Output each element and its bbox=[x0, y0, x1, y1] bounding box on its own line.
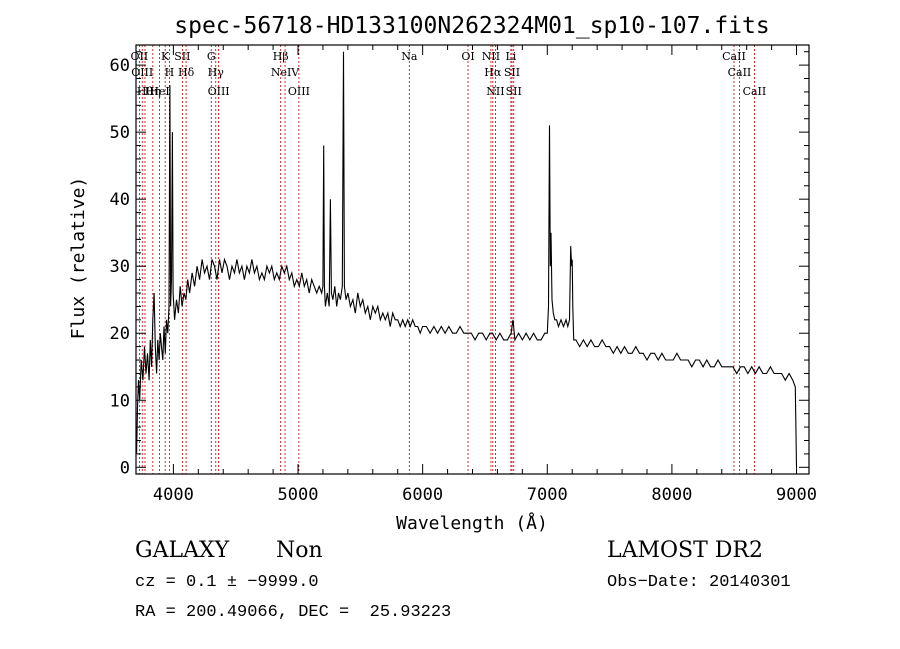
line-label-20: Li bbox=[505, 50, 516, 63]
y-tick-label-3: 30 bbox=[110, 257, 130, 277]
line-label-14: OIII bbox=[288, 85, 310, 98]
line-label-0: OII bbox=[131, 50, 149, 63]
redshift-readout: cz = 0.1 ± −9999.0 bbox=[135, 573, 319, 592]
x-tick-label-5: 9000 bbox=[776, 485, 817, 505]
line-label-19: NII bbox=[486, 85, 504, 98]
y-tick-label-6: 60 bbox=[110, 56, 130, 76]
line-label-7: SII bbox=[174, 50, 190, 63]
y-axis-label: Flux (relative) bbox=[68, 177, 89, 340]
y-tick-label-2: 20 bbox=[110, 324, 130, 344]
y-tick-label-4: 40 bbox=[110, 190, 130, 210]
spectrum-series-line bbox=[136, 51, 798, 468]
line-label-12: Hβ bbox=[273, 50, 289, 63]
line-label-16: OI bbox=[461, 50, 474, 63]
line-label-13: NeIV bbox=[271, 66, 300, 79]
line-label-25: CaII bbox=[743, 85, 767, 98]
x-axis-ticks: 4000 5000 6000 7000 8000 9000 bbox=[153, 45, 817, 505]
x-tick-label-0: 4000 bbox=[153, 485, 194, 505]
x-tick-label-1: 5000 bbox=[278, 485, 319, 505]
object-class: GALAXY bbox=[135, 538, 230, 563]
object-subclass: Non bbox=[276, 538, 323, 563]
line-label-6: H bbox=[165, 66, 175, 79]
line-label-22: SII bbox=[506, 85, 522, 98]
line-label-1: OIII bbox=[131, 66, 153, 79]
x-tick-label-2: 6000 bbox=[402, 485, 443, 505]
line-label-10: Hγ bbox=[208, 66, 225, 79]
line-label-18: Hα bbox=[484, 66, 502, 79]
survey-name: LAMOST DR2 bbox=[607, 538, 763, 563]
line-label-15: Na bbox=[401, 50, 418, 63]
line-label-3: Hη bbox=[145, 85, 161, 98]
line-label-11: OIII bbox=[208, 85, 230, 98]
line-label-24: CaII bbox=[728, 66, 752, 79]
x-tick-label-3: 7000 bbox=[527, 485, 568, 505]
line-label-23: CaII bbox=[722, 50, 746, 63]
line-label-2: Hθ bbox=[137, 85, 154, 98]
x-tick-label-4: 8000 bbox=[651, 485, 692, 505]
y-tick-label-1: 10 bbox=[110, 391, 130, 411]
obs-date: Obs−Date: 20140301 bbox=[607, 573, 791, 592]
line-label-8: Hδ bbox=[178, 66, 195, 79]
x-axis-label: Wavelength (Å) bbox=[396, 512, 548, 534]
line-label-5: K bbox=[161, 50, 170, 63]
chart-title: spec-56718-HD133100N262324M01_sp10-107.f… bbox=[174, 13, 769, 39]
coordinates: RA = 200.49066, DEC = 25.93223 bbox=[135, 603, 452, 622]
y-tick-label-0: 0 bbox=[120, 458, 130, 478]
y-tick-label-5: 50 bbox=[110, 123, 130, 143]
y-axis-ticks: 0 10 20 30 40 50 60 bbox=[110, 51, 809, 478]
line-label-9: G bbox=[207, 50, 216, 63]
emission-line-markers bbox=[138, 45, 755, 474]
line-label-21: SII bbox=[504, 66, 520, 79]
line-label-4: HeI bbox=[149, 85, 169, 98]
line-label-17: NII bbox=[482, 50, 500, 63]
